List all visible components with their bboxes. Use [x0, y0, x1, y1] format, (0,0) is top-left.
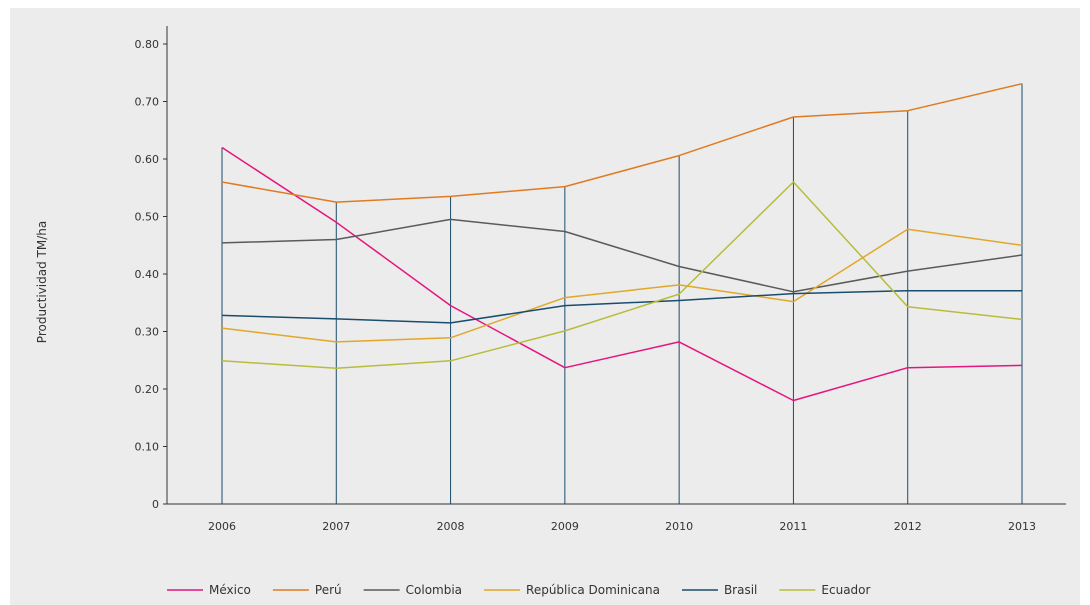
- x-tick-label: 2012: [894, 520, 922, 533]
- y-axis-label: Productividad TM/ha: [35, 221, 49, 343]
- legend-label: Colombia: [406, 583, 462, 597]
- legend-label: México: [209, 583, 251, 597]
- y-tick-label: 0.30: [135, 326, 160, 339]
- x-tick-label: 2008: [437, 520, 465, 533]
- y-tick-label: 0.10: [135, 441, 160, 454]
- x-tick-label: 2010: [665, 520, 693, 533]
- x-tick-label: 2013: [1008, 520, 1036, 533]
- legend-label: Brasil: [724, 583, 757, 597]
- y-tick-label: 0: [152, 498, 159, 511]
- y-tick-label: 0.50: [135, 211, 160, 224]
- y-tick-label: 0.60: [135, 153, 160, 166]
- y-tick-label: 0.40: [135, 268, 160, 281]
- series-line-ecuador: [221, 181, 1023, 370]
- x-tick-label: 2011: [779, 520, 807, 533]
- series-line-m-xico: [221, 146, 1023, 402]
- vertical-gridlines: [221, 83, 1023, 504]
- legend-label: Ecuador: [821, 583, 870, 597]
- chart-container: Productividad TM/ha 0 0.10 0.20 0.30 0.40 0.5…: [10, 8, 1080, 605]
- y-tick-label: 0.80: [135, 38, 160, 51]
- legend-label: República Dominicana: [526, 583, 660, 597]
- series-line-rep-blica-dominicana: [221, 228, 1023, 343]
- x-tick-label: 2006: [208, 520, 236, 533]
- x-tick-label: 2009: [551, 520, 579, 533]
- legend-label: Perú: [315, 583, 342, 597]
- x-tick-label: 2007: [322, 520, 350, 533]
- axes: 0 0.10 0.20 0.30 0.40 0.50 0.60 0.70 0.80 2006 200…: [135, 26, 1066, 533]
- series-line-per-: [221, 82, 1023, 203]
- y-tick-label: 0.20: [135, 383, 160, 396]
- legend: México Perú Colombia República Dominicana Br…: [167, 583, 871, 597]
- series-lines: [221, 82, 1023, 402]
- y-tick-label: 0.70: [135, 96, 160, 109]
- series-line-colombia: [221, 218, 1023, 293]
- series-line-brasil: [221, 289, 1022, 324]
- line-chart: Productividad TM/ha 0 0.10 0.20 0.30 0.40 0.5…: [35, 26, 1066, 597]
